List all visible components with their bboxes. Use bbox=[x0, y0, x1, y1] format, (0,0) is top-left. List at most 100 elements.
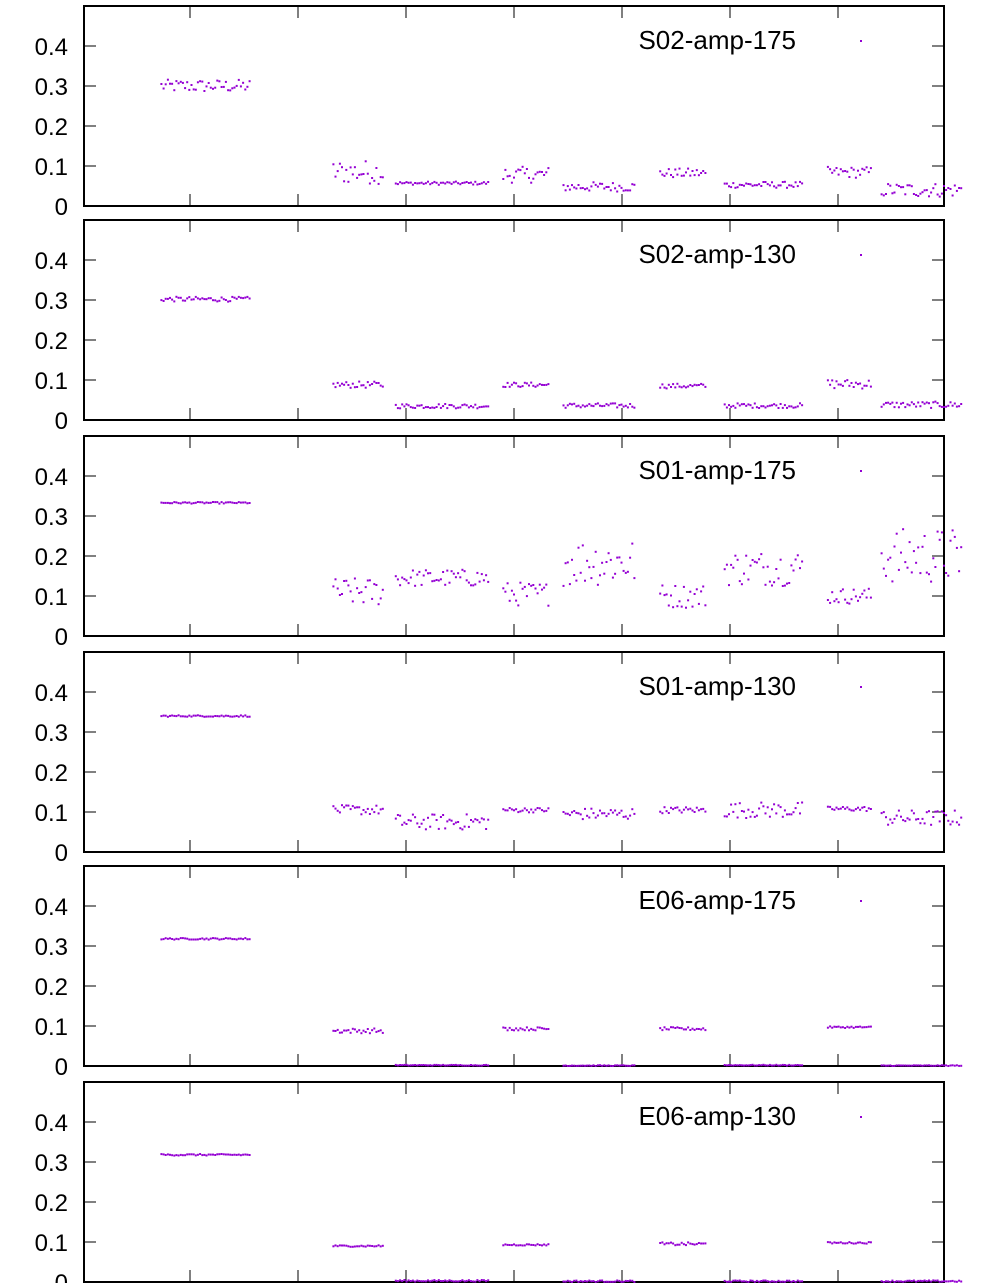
scatter-point bbox=[687, 1026, 690, 1029]
scatter-point bbox=[579, 1280, 582, 1283]
scatter-point bbox=[912, 403, 915, 406]
scatter-point bbox=[237, 937, 240, 940]
scatter-point bbox=[233, 938, 236, 941]
scatter-point bbox=[229, 1153, 232, 1156]
scatter-point bbox=[697, 1028, 700, 1030]
scatter-point bbox=[887, 183, 890, 186]
scatter-point bbox=[940, 405, 943, 408]
scatter-point bbox=[429, 1280, 432, 1283]
scatter-point bbox=[839, 807, 842, 810]
scatter-point bbox=[762, 1279, 765, 1282]
scatter-point bbox=[794, 1280, 797, 1283]
scatter-point bbox=[833, 387, 836, 390]
scatter-point bbox=[209, 297, 212, 300]
scatter-point bbox=[747, 808, 750, 811]
plot-frame bbox=[83, 1081, 945, 1283]
scatter-point bbox=[427, 180, 429, 183]
scatter-point bbox=[659, 810, 662, 813]
scatter-point bbox=[373, 179, 376, 182]
scatter-point bbox=[160, 1153, 163, 1156]
scatter-point bbox=[912, 1279, 915, 1282]
scatter-point bbox=[775, 404, 778, 407]
scatter-point bbox=[665, 1028, 668, 1031]
scatter-point bbox=[934, 1279, 937, 1282]
scatter-point bbox=[506, 381, 509, 384]
scatter-point bbox=[568, 188, 571, 191]
scatter-point bbox=[689, 1242, 692, 1245]
scatter-point bbox=[237, 501, 240, 504]
scatter-point bbox=[162, 300, 165, 302]
scatter-point bbox=[418, 182, 421, 185]
scatter-point bbox=[564, 562, 567, 565]
scatter-point bbox=[242, 715, 245, 718]
scatter-point bbox=[530, 1027, 533, 1030]
scatter-point bbox=[216, 1153, 219, 1156]
scatter-point bbox=[904, 1064, 907, 1067]
scatter-point bbox=[622, 189, 625, 192]
scatter-point bbox=[596, 814, 599, 817]
scatter-point bbox=[575, 405, 578, 408]
legend-label: S01-amp-175 bbox=[638, 455, 796, 485]
scatter-point bbox=[863, 384, 866, 387]
scatter-point bbox=[801, 1280, 804, 1283]
scatter-point bbox=[728, 1064, 730, 1067]
scatter-point bbox=[573, 186, 576, 189]
scatter-point bbox=[482, 1279, 485, 1282]
scatter-point bbox=[687, 1241, 690, 1244]
scatter-point bbox=[670, 594, 672, 597]
scatter-point bbox=[461, 568, 464, 571]
scatter-point bbox=[738, 183, 741, 186]
scatter-point bbox=[846, 806, 849, 809]
scatter-point bbox=[831, 808, 834, 811]
scatter-point bbox=[242, 297, 245, 300]
scatter-point bbox=[747, 1281, 750, 1283]
scatter-point bbox=[194, 295, 197, 298]
scatter-point bbox=[246, 715, 249, 718]
scatter-point bbox=[704, 1242, 707, 1245]
scatter-point bbox=[826, 1026, 829, 1029]
scatter-point bbox=[446, 1280, 449, 1283]
scatter-point bbox=[921, 1064, 924, 1067]
scatter-point bbox=[725, 815, 728, 818]
scatter-point bbox=[242, 938, 245, 941]
scatter-point bbox=[753, 560, 756, 563]
scatter-point bbox=[433, 1279, 436, 1282]
scatter-point bbox=[790, 184, 793, 187]
scatter-point bbox=[171, 714, 174, 717]
scatter-point bbox=[214, 1154, 217, 1156]
scatter-point bbox=[910, 571, 913, 574]
scatter-point bbox=[220, 1153, 223, 1155]
scatter-point bbox=[332, 1245, 335, 1248]
scatter-point bbox=[951, 1279, 954, 1282]
scatter-point bbox=[607, 812, 610, 815]
scatter-point bbox=[768, 815, 771, 818]
scatter-point bbox=[439, 578, 442, 581]
scatter-point bbox=[700, 382, 703, 385]
scatter-point bbox=[796, 1064, 799, 1066]
scatter-point bbox=[910, 809, 913, 812]
scatter-point bbox=[181, 937, 184, 940]
scatter-point bbox=[661, 383, 664, 386]
scatter-point bbox=[418, 1064, 421, 1066]
scatter-point bbox=[502, 385, 505, 388]
scatter-point bbox=[523, 1029, 526, 1032]
scatter-point bbox=[577, 404, 580, 407]
scatter-point bbox=[848, 1241, 851, 1244]
scatter-point bbox=[474, 583, 477, 586]
scatter-point bbox=[169, 502, 171, 505]
scatter-point bbox=[863, 1242, 866, 1245]
scatter-point bbox=[375, 1245, 378, 1248]
scatter-point bbox=[188, 501, 191, 504]
scatter-point bbox=[829, 168, 832, 171]
scatter-point bbox=[433, 579, 436, 582]
scatter-point bbox=[603, 404, 606, 407]
scatter-point bbox=[917, 818, 920, 820]
scatter-point bbox=[831, 1026, 834, 1029]
scatter-point bbox=[403, 1063, 406, 1066]
scatter-point bbox=[186, 297, 189, 300]
scatter-point bbox=[732, 182, 735, 185]
scatter-point bbox=[951, 194, 954, 197]
scatter-point bbox=[364, 160, 367, 163]
scatter-point bbox=[510, 383, 513, 386]
scatter-point bbox=[624, 571, 627, 574]
